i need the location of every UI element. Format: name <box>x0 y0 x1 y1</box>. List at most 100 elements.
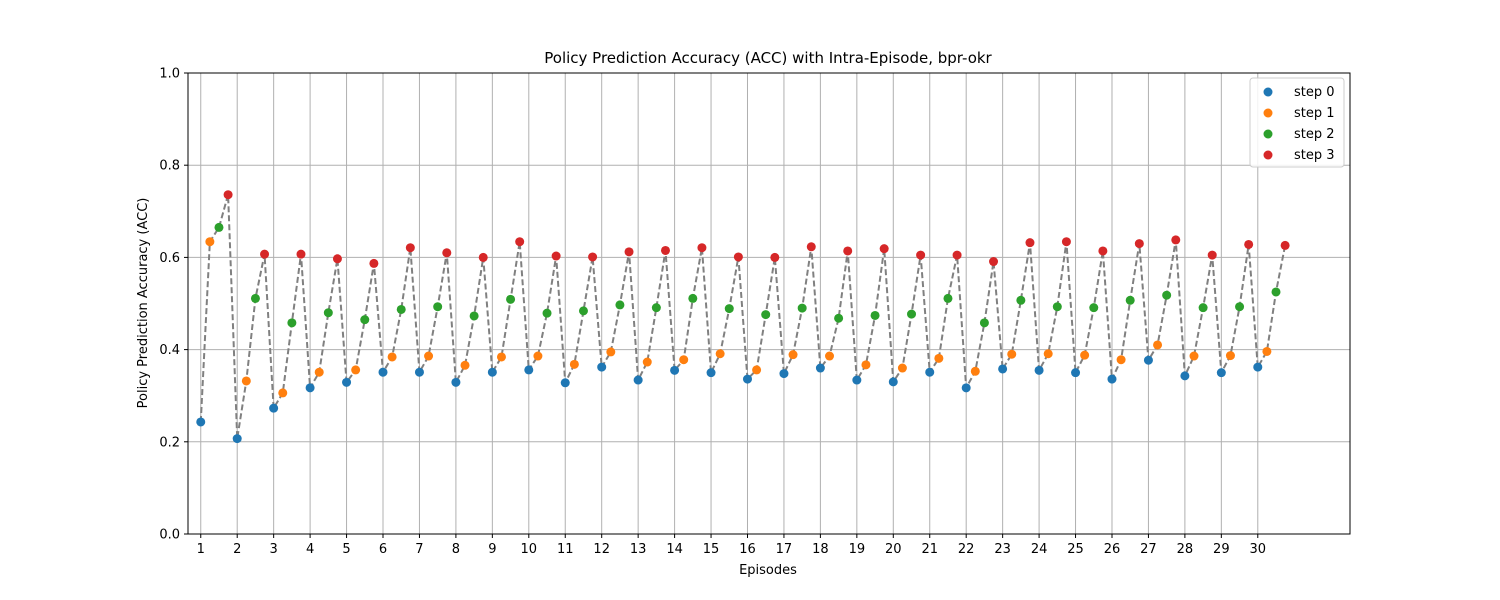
x-tick-label: 22 <box>958 542 975 557</box>
x-tick-label: 12 <box>593 542 610 557</box>
point-step-3 <box>1134 239 1144 249</box>
x-tick-label: 10 <box>521 542 538 557</box>
point-step-2 <box>943 293 953 303</box>
point-step-3 <box>1025 238 1035 248</box>
x-tick-label: 11 <box>557 542 574 557</box>
point-step-2 <box>979 318 989 328</box>
point-step-0 <box>1143 355 1153 365</box>
point-step-0 <box>305 383 315 393</box>
point-step-0 <box>1253 362 1263 372</box>
point-step-2 <box>688 293 698 303</box>
point-step-3 <box>660 245 670 255</box>
y-tick-label: 0.8 <box>159 159 180 174</box>
point-step-3 <box>624 247 634 257</box>
point-step-0 <box>196 417 206 427</box>
x-tick-label: 9 <box>488 542 496 557</box>
point-step-1 <box>205 237 215 247</box>
point-step-0 <box>1216 368 1226 378</box>
point-step-0 <box>742 374 752 384</box>
point-step-2 <box>724 304 734 314</box>
point-step-2 <box>323 308 333 318</box>
data-points <box>196 190 1290 444</box>
legend-label-step-1: step 1 <box>1294 106 1335 121</box>
point-step-0 <box>1034 365 1044 375</box>
point-step-0 <box>815 363 825 373</box>
point-step-3 <box>332 254 342 264</box>
point-step-2 <box>469 311 479 321</box>
y-tick-label: 0.2 <box>159 435 180 450</box>
point-step-1 <box>351 365 361 375</box>
point-step-2 <box>1235 302 1245 312</box>
point-step-3 <box>697 243 707 253</box>
point-step-0 <box>451 377 461 387</box>
point-step-2 <box>250 293 260 303</box>
x-tick-label: 30 <box>1250 542 1267 557</box>
x-tick-label: 20 <box>885 542 902 557</box>
point-step-1 <box>569 359 579 369</box>
point-step-2 <box>907 309 917 319</box>
point-step-2 <box>1089 303 1099 313</box>
legend-box <box>1249 77 1345 168</box>
y-tick-label: 0.6 <box>159 251 180 266</box>
point-step-3 <box>843 246 853 256</box>
x-axis-label: Episodes <box>739 563 797 578</box>
point-step-3 <box>369 258 379 268</box>
point-step-1 <box>679 355 689 365</box>
point-step-2 <box>1198 303 1208 313</box>
x-tick-label: 24 <box>1031 542 1048 557</box>
point-step-3 <box>515 237 525 247</box>
x-tick-label: 18 <box>812 542 829 557</box>
point-step-1 <box>278 388 288 398</box>
point-step-1 <box>1262 346 1272 356</box>
x-tick-label: 8 <box>452 542 460 557</box>
point-step-2 <box>1052 302 1062 312</box>
point-step-2 <box>651 303 661 313</box>
point-step-3 <box>916 250 926 260</box>
point-step-0 <box>342 377 352 387</box>
point-step-3 <box>442 248 452 258</box>
x-tick-label: 21 <box>921 542 938 557</box>
point-step-1 <box>715 349 725 359</box>
x-tick-label: 15 <box>703 542 720 557</box>
point-step-0 <box>925 367 935 377</box>
point-step-0 <box>1180 371 1190 381</box>
point-step-1 <box>1080 350 1090 360</box>
x-tick-label: 5 <box>342 542 350 557</box>
point-step-0 <box>269 403 279 413</box>
connector-path <box>199 194 1287 439</box>
x-tick-label: 27 <box>1140 542 1157 557</box>
point-step-1 <box>1225 351 1235 361</box>
connector-line <box>199 194 1287 439</box>
y-tick-label: 0.0 <box>159 528 180 543</box>
point-step-3 <box>478 252 488 262</box>
chart-title: Policy Prediction Accuracy (ACC) with In… <box>544 49 992 67</box>
point-step-1 <box>642 357 652 367</box>
point-step-3 <box>1207 250 1217 260</box>
legend-marker-step-3 <box>1263 150 1273 160</box>
point-step-1 <box>1007 349 1017 359</box>
legend-label-step-3: step 3 <box>1294 148 1335 163</box>
x-tick-label: 4 <box>306 542 314 557</box>
point-step-2 <box>615 300 625 310</box>
legend-marker-step-1 <box>1263 108 1273 118</box>
x-tick-label: 17 <box>776 542 793 557</box>
x-tick-label: 23 <box>994 542 1011 557</box>
point-step-3 <box>1280 240 1290 250</box>
point-step-2 <box>834 313 844 323</box>
x-tick-label: 3 <box>270 542 278 557</box>
point-step-2 <box>1016 295 1026 305</box>
x-tick-label: 6 <box>379 542 387 557</box>
point-step-2 <box>761 310 771 320</box>
point-step-3 <box>989 257 999 267</box>
point-step-1 <box>861 360 871 370</box>
point-step-3 <box>1061 237 1071 247</box>
point-step-1 <box>1153 340 1163 350</box>
point-step-2 <box>1162 290 1172 300</box>
legend-marker-step-2 <box>1263 129 1273 139</box>
point-step-3 <box>1244 239 1254 249</box>
point-step-1 <box>496 352 506 362</box>
point-step-1 <box>460 360 470 370</box>
point-step-3 <box>588 252 598 262</box>
x-tick-label: 26 <box>1104 542 1121 557</box>
